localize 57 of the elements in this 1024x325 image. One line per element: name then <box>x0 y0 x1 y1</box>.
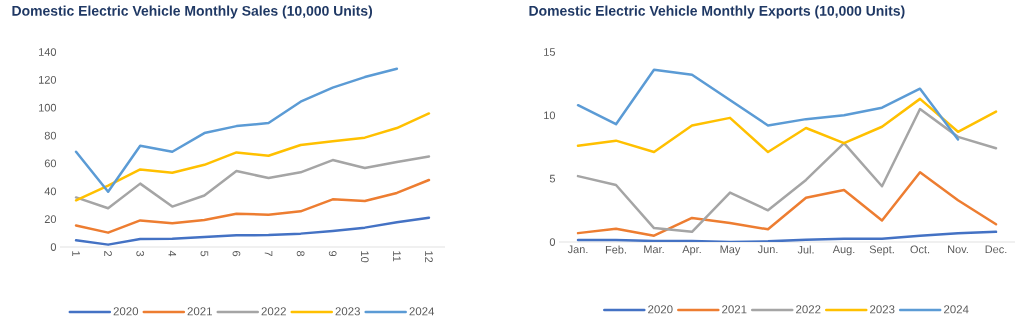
legend-label: 2022 <box>796 305 821 314</box>
legend-label: 2024 <box>944 305 969 314</box>
x-tick-label: Dec. <box>985 245 1007 254</box>
legend-label: 2022 <box>261 307 286 316</box>
line-series <box>576 171 998 237</box>
y-tick-label: 60 <box>44 159 57 168</box>
x-tick-label: Sept. <box>869 245 894 256</box>
x-tick-label: 10 <box>360 251 369 263</box>
line-series <box>74 155 431 210</box>
y-tick-label: 80 <box>44 131 57 140</box>
x-tick-label: 6 <box>232 251 241 257</box>
x-tick-label: 7 <box>264 251 273 257</box>
x-tick-label: Jun. <box>757 245 778 254</box>
legend-label: 2023 <box>870 305 895 314</box>
x-tick-label: Aug. <box>832 245 855 256</box>
line-series <box>74 178 431 234</box>
y-tick-label: 120 <box>39 75 57 84</box>
line-series <box>576 230 998 242</box>
y-tick-label: 5 <box>549 174 556 183</box>
x-tick-label: Oct. <box>910 245 930 254</box>
legend-label: 2020 <box>113 307 139 316</box>
x-tick-label: May <box>720 245 741 256</box>
x-tick-label: 12 <box>425 251 433 263</box>
legend-label: 2024 <box>409 307 435 316</box>
y-tick-label: 15 <box>544 48 556 56</box>
y-tick-label: 100 <box>39 103 57 112</box>
line-series <box>576 97 998 154</box>
x-tick-label: 1 <box>72 251 80 257</box>
legend-label: 2023 <box>335 307 360 316</box>
x-tick-label: 3 <box>136 250 145 257</box>
legend-label: 2021 <box>187 307 212 316</box>
chart-title: Domestic Electric Vehicle Monthly Sales (10,000 Units) <box>12 5 373 19</box>
legend-label: 2020 <box>648 305 673 314</box>
y-tick-label: 10 <box>544 111 556 120</box>
line-series <box>74 216 431 246</box>
chart-title: Domestic Electric Vehicle Monthly Exports (10,000 Units) <box>529 5 905 19</box>
x-tick-label: 5 <box>200 250 209 257</box>
x-tick-label: Apr. <box>682 245 701 256</box>
line-series <box>74 67 399 193</box>
x-tick-label: 11 <box>393 251 401 262</box>
y-tick-label: 40 <box>44 187 57 196</box>
x-tick-label: 4 <box>168 250 177 257</box>
x-tick-label: Jan. <box>567 245 588 254</box>
x-tick-label: Nov. <box>948 245 968 254</box>
x-tick-label: 2 <box>104 251 112 257</box>
x-tick-label: Mar. <box>644 245 664 254</box>
y-tick-label: 20 <box>44 215 57 224</box>
line-series <box>576 107 998 234</box>
x-tick-label: Feb. <box>605 245 626 254</box>
y-tick-label: 0 <box>50 243 57 251</box>
line-series <box>74 112 431 202</box>
x-tick-label: Jul. <box>797 245 814 254</box>
y-tick-label: 140 <box>39 48 57 56</box>
x-tick-label: 9 <box>328 251 337 257</box>
x-tick-label: 8 <box>296 250 305 257</box>
legend-label: 2021 <box>722 305 747 314</box>
y-tick-label: 0 <box>549 238 556 246</box>
